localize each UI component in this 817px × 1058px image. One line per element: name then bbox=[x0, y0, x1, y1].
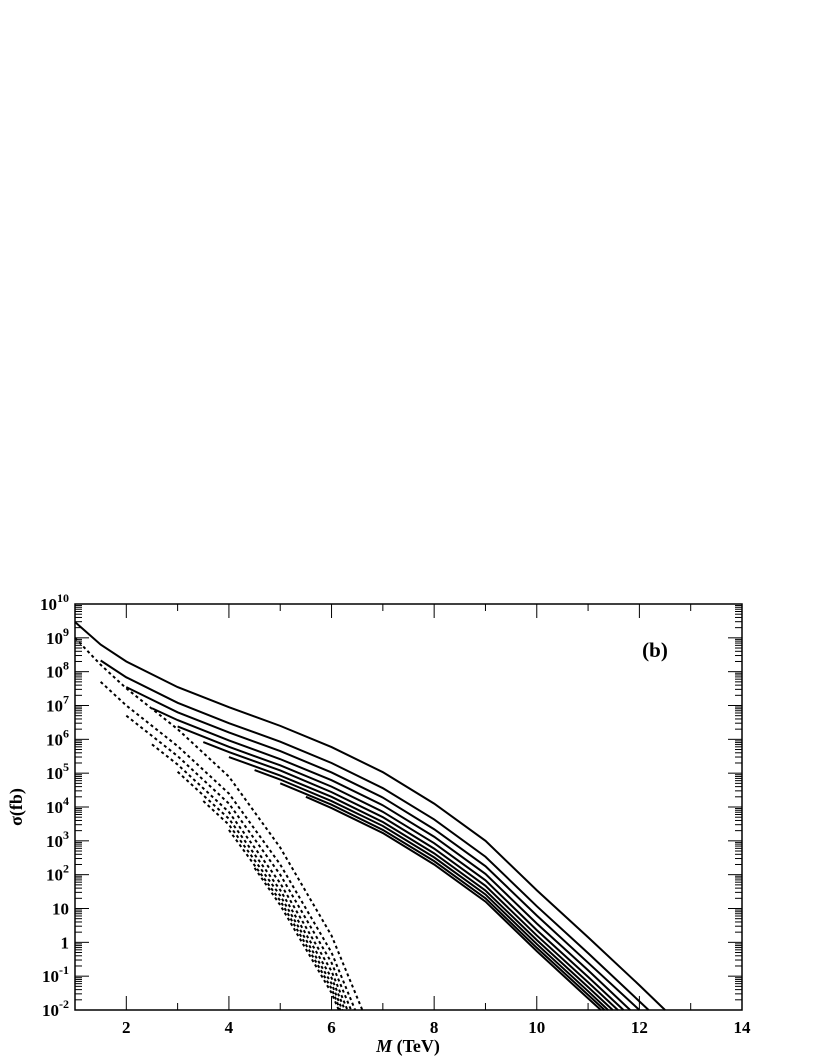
y-tick-label: 1 bbox=[61, 933, 70, 952]
series-line bbox=[125, 714, 352, 1011]
x-axis-symbol: M bbox=[375, 1036, 393, 1056]
series-line bbox=[228, 756, 614, 1011]
y-tick-exponent: -1 bbox=[59, 963, 69, 977]
y-tick-exponent: 2 bbox=[63, 862, 69, 876]
y-tick-base: 10 bbox=[42, 1001, 59, 1020]
y-tick-label: 10-2 bbox=[42, 997, 69, 1020]
y-tick-base: 10 bbox=[46, 697, 63, 716]
y-tick-exponent: 10 bbox=[57, 591, 69, 605]
series-line bbox=[125, 686, 641, 1011]
y-tick-base: 10 bbox=[46, 832, 63, 851]
y-tick-base: 10 bbox=[46, 866, 63, 885]
series-line bbox=[279, 782, 606, 1011]
y-tick-label: 107 bbox=[46, 693, 69, 716]
series-line bbox=[74, 621, 666, 1011]
y-tick-exponent: -2 bbox=[59, 997, 69, 1011]
series-line bbox=[151, 707, 631, 1011]
y-tick-label: 1010 bbox=[40, 591, 69, 614]
x-tick-label: 10 bbox=[528, 1018, 545, 1037]
y-tick-label: 102 bbox=[46, 862, 69, 885]
series-line bbox=[100, 659, 650, 1011]
y-tick-label: 104 bbox=[46, 794, 69, 817]
series-line bbox=[176, 771, 346, 1011]
series-line bbox=[254, 769, 609, 1011]
y-tick-label: 109 bbox=[46, 625, 69, 648]
series-line bbox=[74, 637, 364, 1011]
series-line bbox=[151, 743, 349, 1011]
series-line bbox=[99, 681, 357, 1011]
y-tick-base: 10 bbox=[46, 629, 63, 648]
y-tick-base: 10 bbox=[40, 595, 57, 614]
x-tick-label: 8 bbox=[430, 1018, 439, 1037]
y-tick-exponent: 6 bbox=[63, 726, 69, 740]
series-line bbox=[177, 725, 625, 1011]
series-line bbox=[228, 829, 342, 1011]
annotation: (b) bbox=[642, 638, 668, 662]
x-tick-label: 12 bbox=[631, 1018, 648, 1037]
y-tick-exponent: 4 bbox=[63, 794, 69, 808]
y-tick-base: 10 bbox=[46, 798, 63, 817]
y-tick-label: 106 bbox=[46, 726, 69, 749]
x-axis-label: M (TeV) bbox=[375, 1036, 440, 1057]
x-tick-label: 2 bbox=[122, 1018, 131, 1037]
x-axis-unit: (TeV) bbox=[397, 1036, 440, 1057]
y-tick-base: 10 bbox=[46, 764, 63, 783]
series-line bbox=[253, 867, 340, 1011]
y-tick-base: 10 bbox=[46, 663, 63, 682]
y-axis-label: σ(fb) bbox=[6, 788, 27, 826]
series-line bbox=[202, 741, 619, 1011]
y-tick-label: 10 bbox=[52, 900, 69, 919]
y-tick-base: 10 bbox=[42, 967, 59, 986]
y-tick-label: 108 bbox=[46, 659, 69, 682]
x-tick-label: 6 bbox=[327, 1018, 336, 1037]
y-tick-exponent: 7 bbox=[63, 693, 69, 707]
y-tick-exponent: 9 bbox=[63, 625, 69, 639]
series-line bbox=[305, 795, 602, 1011]
y-tick-exponent: 8 bbox=[63, 659, 69, 673]
y-tick-label: 10-1 bbox=[42, 963, 69, 986]
series-line bbox=[202, 800, 344, 1011]
y-tick-exponent: 3 bbox=[63, 828, 69, 842]
y-tick-base: 10 bbox=[46, 730, 63, 749]
y-tick-label: 105 bbox=[46, 760, 69, 783]
y-tick-label: 103 bbox=[46, 828, 69, 851]
x-tick-label: 14 bbox=[734, 1018, 752, 1037]
y-tick-exponent: 5 bbox=[63, 760, 69, 774]
x-tick-label: 4 bbox=[225, 1018, 234, 1037]
